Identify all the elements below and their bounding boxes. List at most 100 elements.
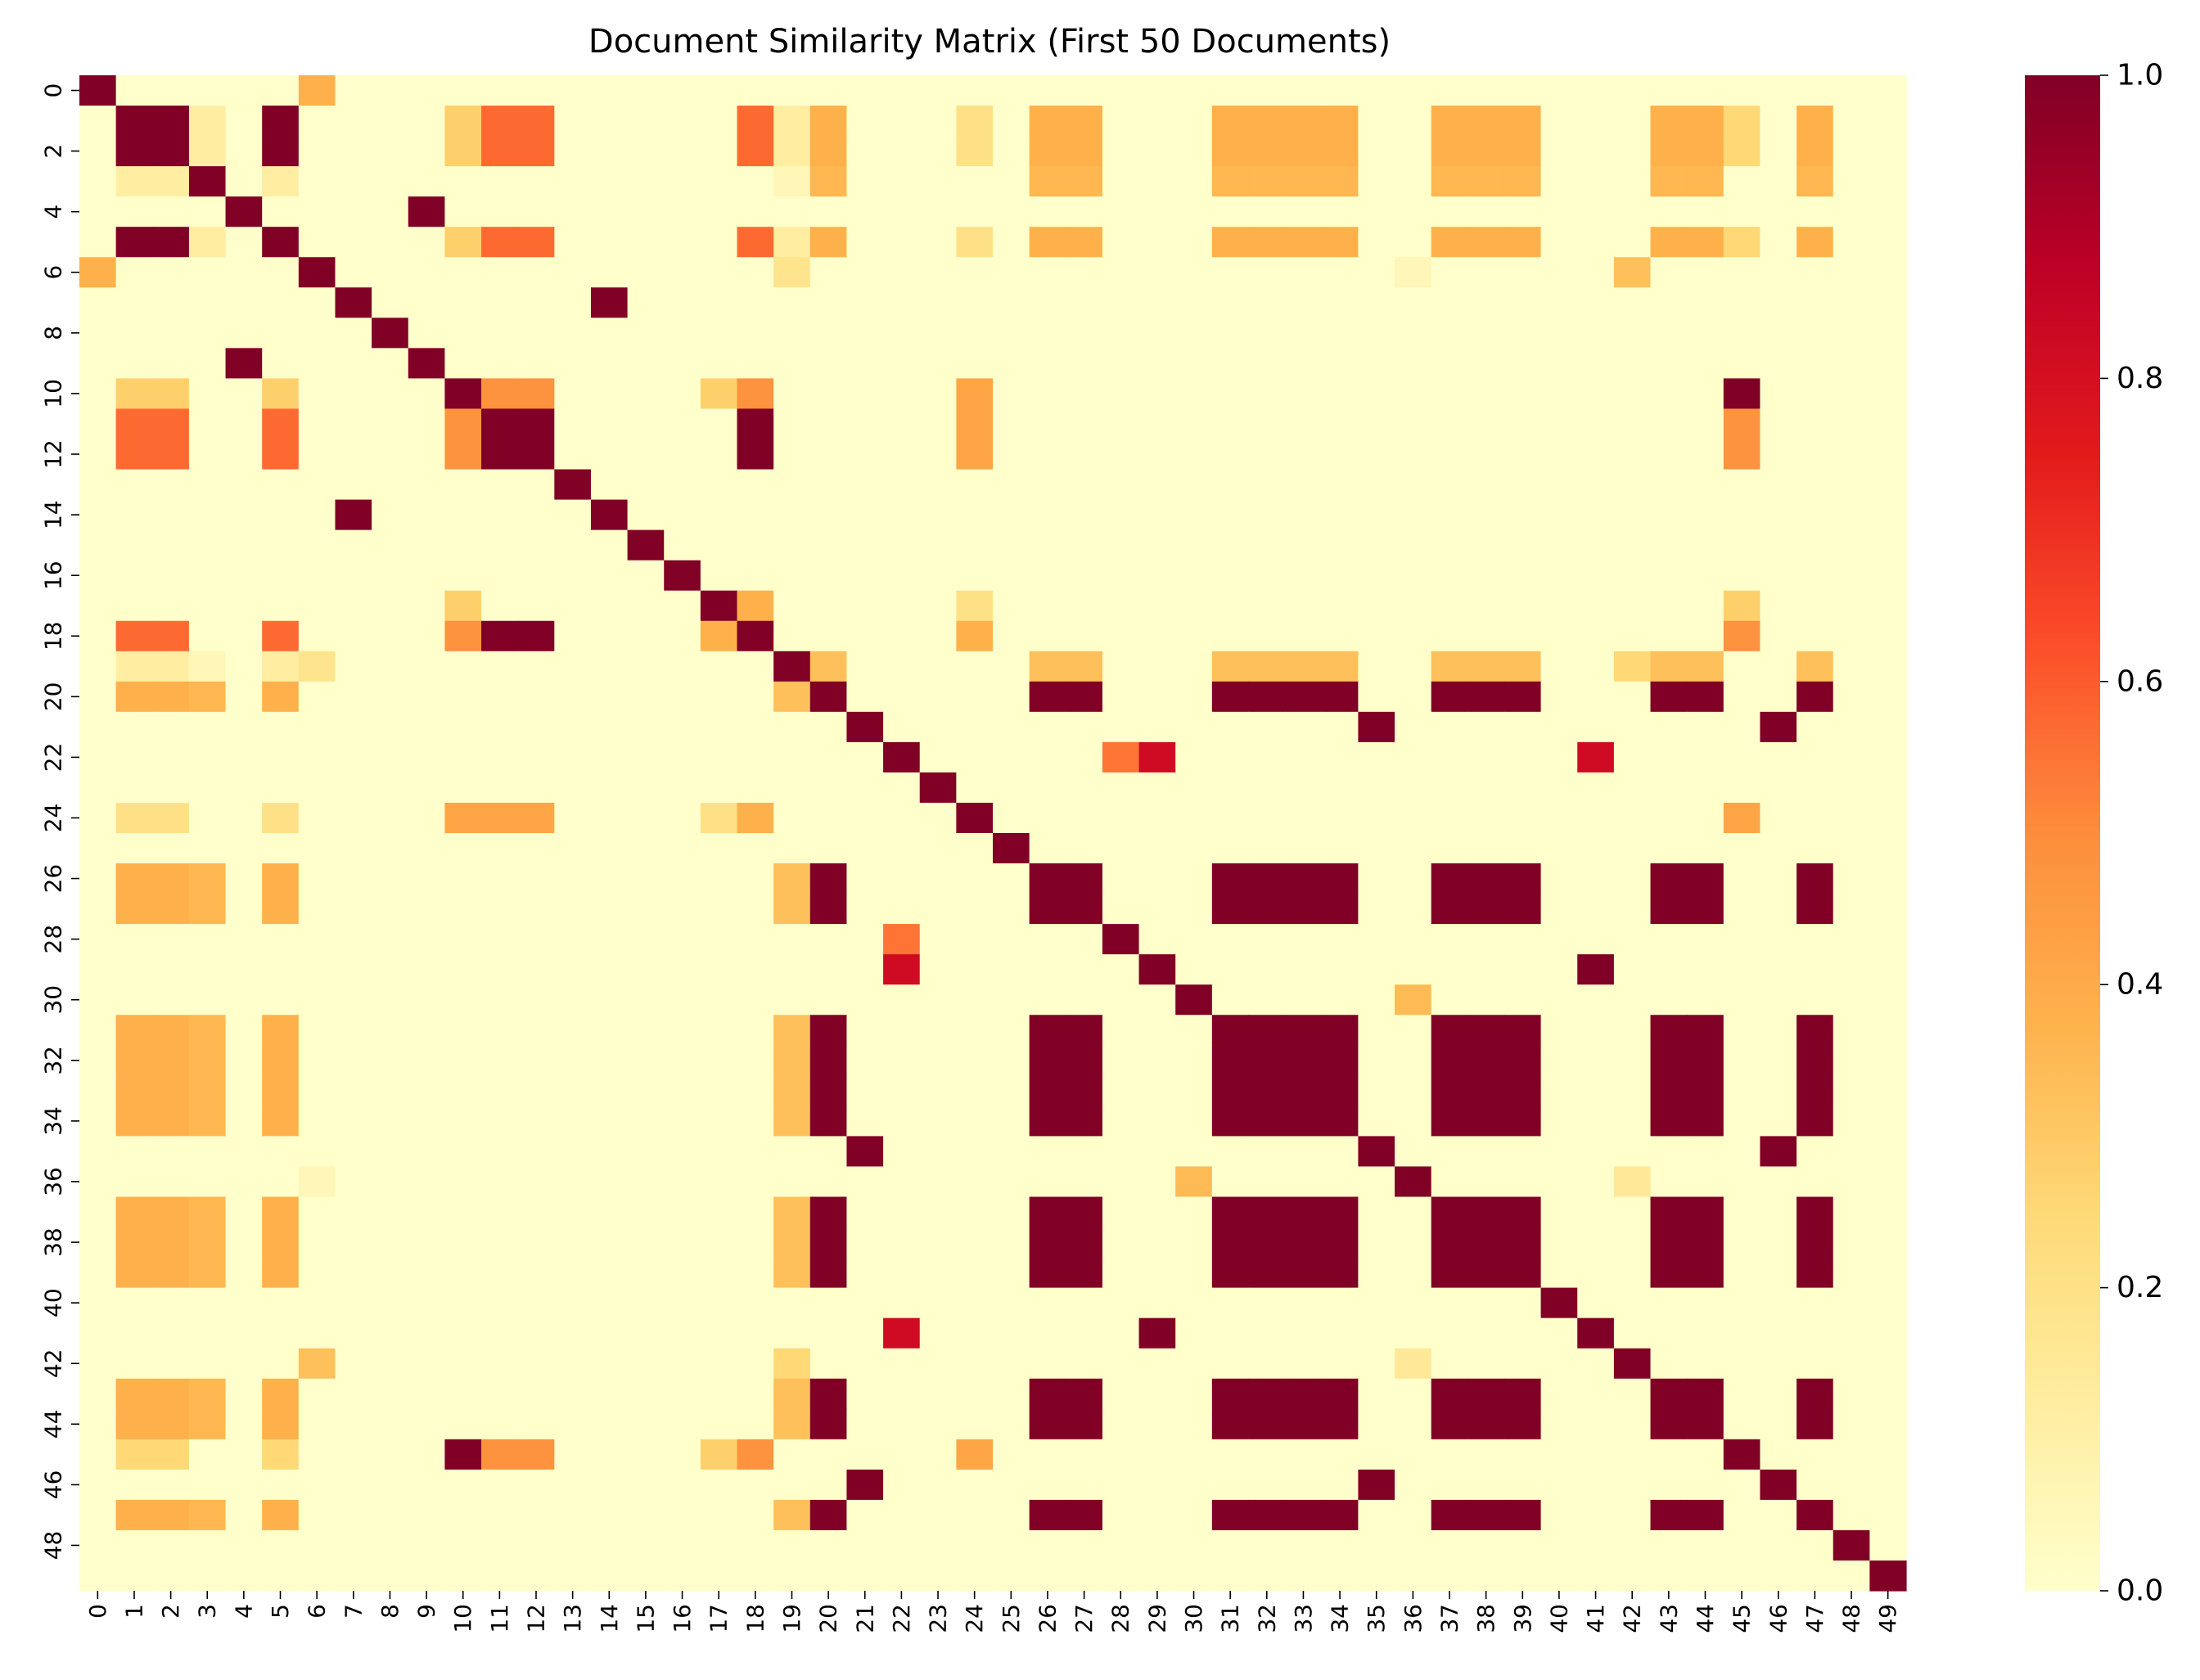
heatmap-cell [1175, 1227, 1213, 1259]
heatmap-cell [188, 984, 227, 1016]
heatmap-cell [408, 590, 445, 622]
heatmap-cell [1029, 1317, 1066, 1349]
heatmap-cell [846, 863, 884, 894]
heatmap-cell [993, 711, 1030, 743]
heatmap-cell [590, 75, 629, 106]
x-tick-label: 10 [449, 1604, 476, 1633]
heatmap-cell [956, 469, 994, 501]
heatmap-cell [1431, 1015, 1468, 1046]
heatmap-cell [956, 136, 994, 167]
heatmap-cell [1833, 894, 1870, 925]
heatmap-cell [1285, 318, 1323, 349]
heatmap-cell [846, 1196, 884, 1228]
heatmap-cell [115, 711, 153, 743]
heatmap-cell [1650, 954, 1688, 985]
heatmap-cell [262, 106, 300, 137]
heatmap-cell [1066, 894, 1103, 925]
heatmap-cell [993, 106, 1030, 137]
heatmap-cell [846, 75, 884, 106]
heatmap-cell [1577, 166, 1615, 197]
heatmap-cell [1248, 1439, 1286, 1471]
heatmap-cell [627, 802, 665, 834]
heatmap-cell [1540, 287, 1578, 318]
heatmap-cell [115, 1257, 153, 1289]
heatmap-cell [664, 1106, 701, 1137]
heatmap-cell [262, 681, 300, 713]
heatmap-cell [554, 1136, 592, 1168]
heatmap-cell [1102, 1529, 1140, 1561]
heatmap-cell [700, 318, 738, 349]
heatmap-cell [554, 590, 592, 622]
heatmap-cell [1467, 75, 1505, 106]
heatmap-cell [1066, 1469, 1103, 1501]
heatmap-cell [1395, 984, 1432, 1016]
heatmap-cell [1395, 833, 1432, 864]
heatmap-cell [1687, 378, 1724, 410]
heatmap-cell [1066, 954, 1103, 985]
heatmap-cell [846, 1348, 884, 1380]
heatmap-cell [262, 1227, 300, 1259]
heatmap-cell [919, 529, 957, 561]
heatmap-cell [627, 741, 665, 773]
heatmap-cell [1833, 954, 1870, 985]
heatmap-cell [1613, 166, 1652, 197]
colorbar-tick-label: 0.4 [2117, 968, 2163, 1002]
heatmap-cell [481, 1348, 519, 1380]
heatmap-cell [919, 257, 957, 288]
heatmap-cell [883, 590, 921, 622]
heatmap-cell [1285, 348, 1323, 379]
heatmap-cell [1138, 1499, 1176, 1531]
y-tick-label: 44 [40, 1409, 67, 1439]
heatmap-cell [1833, 681, 1870, 713]
heatmap-cell [1211, 257, 1250, 288]
heatmap-cell [481, 499, 519, 531]
heatmap-cell [1175, 227, 1213, 258]
heatmap-cell [517, 1499, 555, 1531]
heatmap-cell [664, 1075, 701, 1106]
heatmap-cell [517, 1136, 555, 1168]
heatmap-cell [1321, 1317, 1359, 1349]
heatmap-cell [554, 257, 592, 288]
heatmap-cell [444, 1348, 482, 1380]
x-tick-label: 45 [1729, 1604, 1756, 1633]
heatmap-cell [773, 1560, 811, 1592]
heatmap-cell [700, 408, 738, 440]
heatmap-cell [1395, 1196, 1432, 1228]
heatmap-cell [188, 741, 227, 773]
heatmap-cell [1577, 1378, 1615, 1410]
heatmap-cell [883, 75, 921, 106]
heatmap-cell [1066, 984, 1103, 1016]
heatmap-cell [225, 1227, 263, 1259]
heatmap-cell [1321, 439, 1359, 471]
heatmap-cell [737, 894, 774, 925]
heatmap-cell [262, 439, 300, 471]
heatmap-cell [444, 75, 482, 106]
heatmap-cell [1321, 1469, 1359, 1501]
heatmap-cell [846, 1166, 884, 1198]
heatmap-cell [1211, 1227, 1250, 1259]
heatmap-cell [1029, 1196, 1066, 1228]
heatmap-cell [481, 408, 519, 440]
heatmap-cell [1321, 772, 1359, 804]
heatmap-cell [408, 741, 445, 773]
heatmap-cell [809, 651, 848, 682]
heatmap-cell [1248, 954, 1286, 985]
x-tick-label: 34 [1327, 1604, 1354, 1633]
heatmap-cell [335, 348, 372, 379]
heatmap-cell [1175, 408, 1213, 440]
heatmap-cell [554, 984, 592, 1016]
heatmap-cell [919, 75, 957, 106]
heatmap-cell [1321, 408, 1359, 440]
heatmap-cell [1687, 833, 1724, 864]
heatmap-cell [1650, 772, 1688, 804]
heatmap-cell [737, 590, 774, 622]
heatmap-cell [809, 529, 848, 561]
heatmap-cell [1760, 1045, 1797, 1076]
heatmap-cell [152, 1166, 190, 1198]
heatmap-cell [1869, 469, 1907, 501]
heatmap-cell [590, 924, 629, 955]
heatmap-cell [1029, 1045, 1066, 1076]
heatmap-cell [1797, 1196, 1834, 1228]
heatmap-cell [1687, 1106, 1724, 1137]
heatmap-cell [1687, 106, 1724, 137]
